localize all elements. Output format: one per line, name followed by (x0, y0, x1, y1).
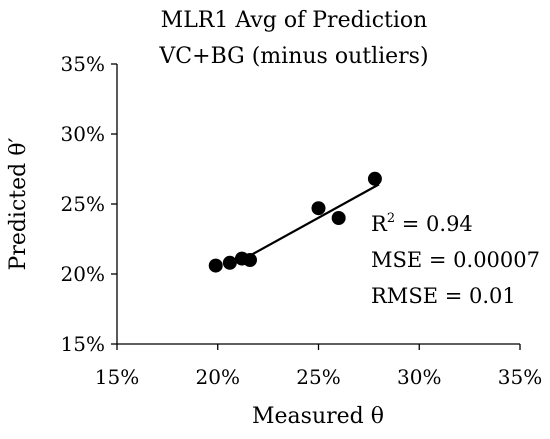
y-axis-label: Predicted θ′ (6, 138, 31, 271)
data-point (242, 253, 257, 267)
data-point (367, 171, 382, 186)
data-point (208, 258, 223, 273)
x-tick-label: 35% (498, 365, 542, 389)
x-axis-label: Measured θ (252, 404, 384, 429)
x-tick-label: 15% (95, 365, 139, 389)
y-tick-label: 30% (61, 122, 105, 146)
data-point (222, 255, 237, 270)
x-tick-label: 20% (196, 365, 240, 389)
data-points (208, 171, 382, 273)
x-tick-label: 30% (397, 365, 441, 389)
y-tick-label: 25% (61, 192, 105, 216)
x-tick-label: 25% (296, 365, 340, 389)
y-tick-label: 15% (61, 332, 105, 356)
r-squared-base: R (371, 212, 388, 236)
data-point (311, 201, 326, 216)
y-axis-ticks: 15% 20% 25% 30% 35% (61, 52, 117, 356)
y-tick-label: 35% (61, 52, 105, 76)
r-squared-annotation: R2 = 0.94 (371, 211, 473, 236)
chart-title-line-1: MLR1 Avg of Prediction (161, 8, 428, 33)
mse-annotation: MSE = 0.00007 (371, 248, 540, 272)
r-squared-value: = 0.94 (395, 212, 473, 236)
r-squared-superscript: 2 (387, 211, 395, 226)
rmse-annotation: RMSE = 0.01 (371, 284, 516, 308)
trendline (241, 183, 380, 261)
data-point (331, 211, 346, 225)
x-axis-ticks: 15% 20% 25% 30% 35% (95, 344, 542, 389)
chart-title-line-2: VC+BG (minus outliers) (158, 44, 428, 69)
y-tick-label: 20% (61, 262, 105, 286)
